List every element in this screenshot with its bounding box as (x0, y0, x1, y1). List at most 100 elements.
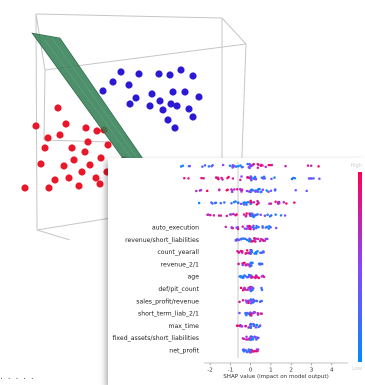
beeswarm-points (179, 162, 321, 354)
shap-point (250, 286, 254, 289)
shap-point (282, 200, 286, 204)
shap-point (279, 214, 283, 217)
shap-point (249, 289, 252, 292)
shap-point (237, 262, 240, 266)
blue-class-point (173, 102, 181, 110)
shap-point (212, 214, 216, 217)
shap-point (268, 215, 272, 218)
shap-point (249, 227, 252, 231)
shap-point (231, 165, 235, 169)
shap-point (257, 201, 260, 204)
shap-point (241, 225, 244, 228)
red-class-point (32, 122, 40, 130)
feature-label: net_profit (169, 348, 199, 355)
shap-point (243, 288, 247, 291)
blue-class-point (156, 97, 164, 105)
shap-point (237, 165, 240, 168)
shap-point (248, 351, 252, 354)
shap-point (245, 301, 248, 304)
blue-class-point (159, 106, 167, 114)
red-class-point (70, 156, 78, 164)
red-class-point (86, 161, 94, 169)
shap-point (245, 238, 249, 242)
shap-point (262, 239, 265, 242)
blue-class-point (164, 116, 172, 124)
shap-point (248, 212, 251, 215)
shap-point (264, 165, 267, 169)
shap-point (236, 201, 240, 204)
feature-label: auto_execution (152, 225, 199, 232)
shap-point (221, 178, 224, 181)
shap-point (246, 338, 250, 341)
shap-point (274, 200, 277, 204)
blue-class-point (185, 105, 193, 113)
shap-point (242, 237, 245, 240)
shap-point (209, 213, 212, 217)
shap-point (231, 177, 235, 180)
blue-class-point (132, 94, 140, 102)
feature-label: short_term_liab_2/1 (138, 311, 199, 318)
shap-point (251, 188, 254, 192)
shap-point (250, 212, 253, 216)
shap-point (273, 176, 276, 179)
shap-point (240, 190, 243, 193)
blue-class-point (135, 70, 143, 78)
shap-point (249, 322, 253, 326)
blue-class-point (181, 88, 189, 96)
shap-point (219, 214, 223, 217)
shap-point (260, 286, 263, 290)
blue-class-point (169, 88, 177, 96)
colorbar-high-label: High (351, 163, 363, 169)
shap-point (269, 163, 272, 167)
shap-point (254, 326, 258, 329)
feature-label: revenue_2/1 (161, 261, 199, 268)
shap-point (230, 190, 234, 194)
shap-point (249, 190, 252, 194)
shap-point (312, 177, 315, 180)
red-class-point (37, 160, 45, 168)
shap-point (249, 312, 253, 316)
blue-class-point (126, 100, 134, 108)
shap-point (260, 251, 264, 254)
shap-point (252, 323, 255, 326)
shap-point (305, 189, 308, 193)
shap-point (228, 164, 232, 167)
shap-point (246, 200, 250, 204)
shap-point (253, 175, 257, 179)
shap-point (252, 176, 255, 180)
shap-point (283, 214, 287, 217)
shap-point (230, 201, 233, 205)
red-class-point (65, 174, 73, 182)
shap-point (257, 276, 261, 280)
shap-point (255, 323, 259, 327)
shap-point (258, 239, 262, 243)
shap-point (211, 202, 214, 205)
shap-point (234, 200, 237, 203)
blue-class-point (177, 66, 185, 74)
shap-point (245, 263, 249, 266)
shap-point (205, 189, 209, 193)
red-class-point (104, 141, 112, 149)
shap-point (250, 164, 253, 167)
shap-point (259, 213, 262, 217)
blue-class-point (171, 124, 179, 132)
red-class-point (21, 184, 29, 192)
shap-point (248, 225, 252, 228)
blue-class-point (146, 102, 154, 110)
shap-point (269, 189, 273, 193)
shap-point (285, 202, 288, 205)
x-axis: -2 -1 0 1 2 3 4 (204, 362, 348, 374)
shap-point (249, 302, 253, 305)
x-tick-label: 0 (249, 368, 253, 374)
shap-point (249, 326, 252, 330)
shap-point (293, 201, 296, 204)
shap-point (267, 163, 271, 167)
shap-point (264, 226, 268, 229)
red-class-point (92, 174, 100, 182)
shap-point (240, 175, 243, 178)
shap-point (244, 324, 248, 328)
shap-point (239, 202, 243, 206)
shap-point (266, 237, 269, 241)
shap-point (246, 288, 249, 292)
shap-point (274, 226, 278, 230)
